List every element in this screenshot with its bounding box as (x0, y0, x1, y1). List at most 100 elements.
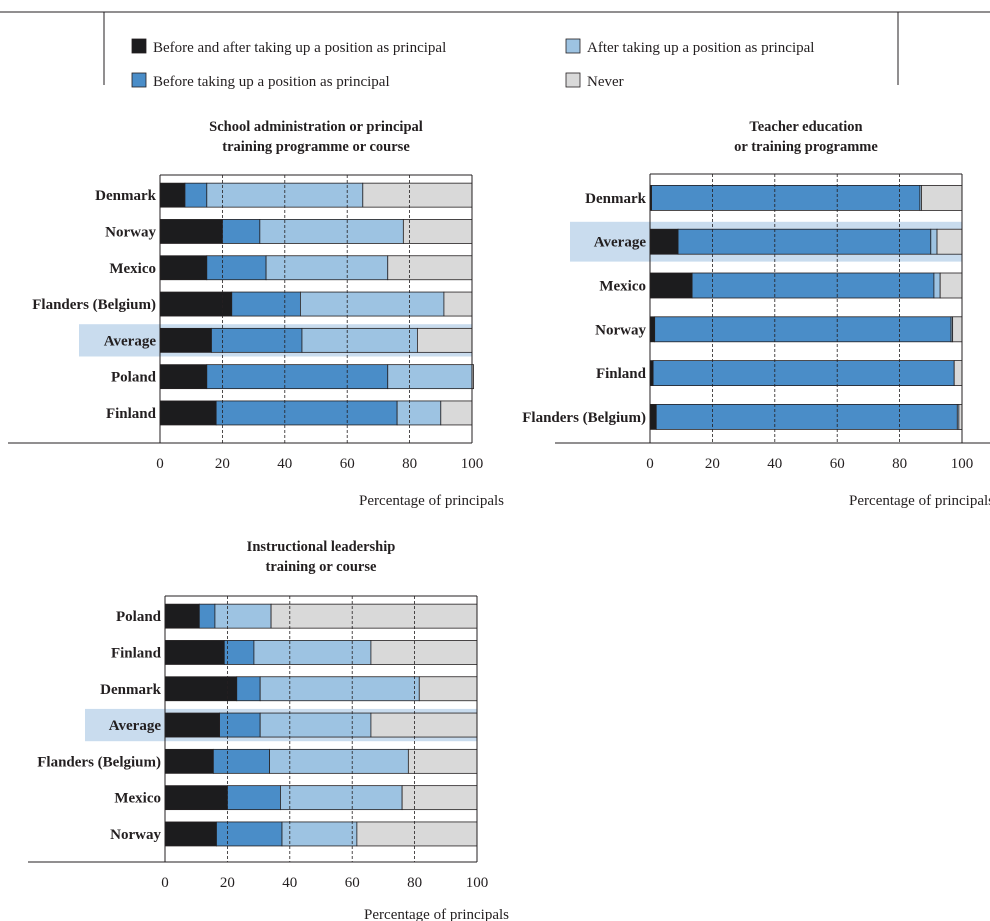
category-label: Flanders (Belgium) (522, 410, 646, 426)
category-label: Denmark (95, 188, 156, 204)
bar-segment-never (403, 219, 472, 243)
bar-row-finland (160, 401, 472, 425)
bar-segment-before (692, 273, 934, 298)
bar-segment-before-and-after (165, 604, 199, 628)
x-tick-label: 60 (830, 456, 845, 472)
x-tick-label: 100 (461, 456, 484, 472)
category-label: Finland (596, 366, 647, 382)
category-label: Poland (116, 609, 162, 625)
panel-1-title-line-2: training programme or course (222, 139, 410, 155)
bar-segment-after (280, 786, 402, 810)
bar-segment-before (678, 229, 931, 254)
legend-swatch-before (132, 73, 146, 87)
panel-2-title: Teacher education or training programme (734, 119, 878, 155)
x-tick-label: 0 (161, 875, 169, 891)
bar-segment-before (207, 256, 266, 280)
bar-segment-before (207, 365, 388, 389)
bar-segment-before-and-after (160, 256, 207, 280)
bar-segment-before (652, 185, 920, 210)
bar-row-mexico (160, 256, 472, 280)
bar-segment-after (260, 219, 404, 243)
bar-segment-before (222, 219, 259, 243)
bar-segment-never (921, 185, 962, 210)
x-tick-label: 80 (892, 456, 907, 472)
bar-segment-before (220, 713, 261, 737)
bar-row-mexico (650, 273, 962, 298)
bar-segment-before-and-after (160, 292, 232, 316)
bar-segment-after (215, 604, 271, 628)
bar-segment-before-and-after (165, 713, 220, 737)
bar-segment-after (934, 273, 940, 298)
x-axis-title: Percentage of principals (364, 907, 509, 921)
panel-2-title-line-1: Teacher education (749, 119, 862, 135)
bar-row-poland (165, 604, 477, 628)
x-tick-label: 100 (466, 875, 489, 891)
bar-segment-before-and-after (650, 273, 692, 298)
bar-segment-never (417, 328, 472, 352)
bar-segment-before (655, 317, 951, 342)
x-tick-label: 0 (156, 456, 164, 472)
bar-segment-before (224, 640, 254, 664)
x-tick-label: 20 (220, 875, 235, 891)
category-label: Average (104, 333, 157, 349)
bar-segment-after (388, 365, 472, 389)
bar-segment-before-and-after (160, 328, 211, 352)
category-label: Denmark (585, 191, 646, 207)
bar-segment-never (953, 317, 962, 342)
bar-segment-before-and-after (165, 786, 227, 810)
bar-row-finland (650, 361, 962, 386)
panel-1-title: School administration or principal train… (209, 119, 423, 155)
bar-segment-never (402, 786, 477, 810)
bar-row-norway (165, 822, 477, 846)
bar-segment-before (216, 401, 397, 425)
bar-segment-never (419, 677, 477, 701)
bar-segment-before (211, 328, 301, 352)
bar-segment-never (363, 183, 472, 207)
legend-entry-never: Never (566, 73, 624, 90)
x-tick-label: 0 (646, 456, 654, 472)
bar-segment-after (300, 292, 444, 316)
x-tick-label: 20 (215, 456, 230, 472)
legend-entry-after: After taking up a position as principal (566, 39, 814, 56)
category-label: Average (109, 718, 162, 734)
bar-segment-before (213, 749, 269, 773)
legend-label-after: After taking up a position as principal (587, 40, 814, 56)
legend-label-before: Before taking up a position as principal (153, 74, 390, 90)
bar-row-average (160, 328, 472, 352)
bar-segment-never (444, 292, 472, 316)
panel-instructional-leadership: Poland Finland Denmark Average Flanders (Bel… (28, 596, 509, 921)
bar-segment-after (254, 640, 371, 664)
legend-entry-before: Before taking up a position as principal (132, 73, 390, 90)
x-axis-title: Percentage of principals (849, 493, 990, 509)
legend-swatch-never (566, 73, 580, 87)
panel-3-title-line-1: Instructional leadership (247, 539, 396, 555)
bar-segment-before-and-after (160, 183, 185, 207)
bar-segment-before (199, 604, 215, 628)
bar-segment-before-and-after (160, 365, 207, 389)
x-tick-label: 40 (767, 456, 782, 472)
category-label: Mexico (109, 261, 156, 277)
bar-row-finland (165, 640, 477, 664)
bar-segment-before (227, 786, 280, 810)
bar-row-average (650, 229, 962, 254)
category-label: Poland (111, 370, 157, 386)
x-tick-label: 80 (402, 456, 417, 472)
bar-segment-before (232, 292, 301, 316)
bar-segment-before (653, 361, 954, 386)
bar-row-mexico (165, 786, 477, 810)
bar-segment-before-and-after (160, 401, 216, 425)
category-label: Mexico (599, 279, 646, 295)
legend-label-never: Never (587, 74, 624, 90)
bar-segment-before (216, 822, 282, 846)
panel-2-title-line-2: or training programme (734, 139, 878, 155)
category-label: Denmark (100, 682, 161, 698)
legend-label-before-and-after: Before and after taking up a position as… (153, 40, 446, 56)
bar-segment-after (397, 401, 441, 425)
bar-segment-after (260, 677, 419, 701)
x-tick-label: 60 (340, 456, 355, 472)
bar-segment-before-and-after (165, 640, 224, 664)
legend-swatch-after (566, 39, 580, 53)
bar-row-denmark (165, 677, 477, 701)
bar-segment-before-and-after (160, 219, 222, 243)
